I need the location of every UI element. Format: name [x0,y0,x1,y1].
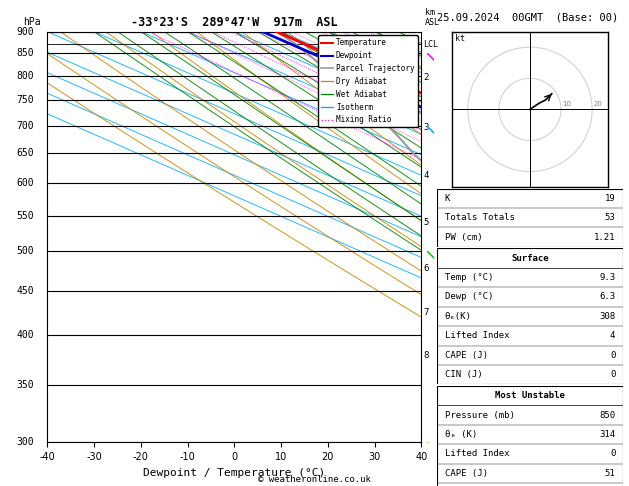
Text: 8: 8 [423,351,429,360]
Text: 7: 7 [423,309,429,317]
Text: 3: 3 [423,122,429,132]
Text: 53: 53 [604,213,615,222]
Text: 5: 5 [423,218,429,227]
Text: 51: 51 [604,469,615,478]
Text: 900: 900 [16,27,34,36]
Text: 850: 850 [16,48,34,58]
Text: Pressure (mb): Pressure (mb) [445,411,515,419]
Text: LCL: LCL [423,40,438,49]
Text: 9.3: 9.3 [599,273,615,282]
Text: 600: 600 [16,178,34,188]
Text: 700: 700 [16,121,34,131]
Text: 0: 0 [610,450,615,458]
Text: 500: 500 [16,246,34,256]
Text: 350: 350 [16,380,34,390]
Text: 20: 20 [594,101,603,107]
Text: Temp (°C): Temp (°C) [445,273,493,282]
Text: θₑ (K): θₑ (K) [445,430,477,439]
Text: Totals Totals: Totals Totals [445,213,515,222]
Text: 750: 750 [16,95,34,105]
Text: 450: 450 [16,286,34,295]
Text: 314: 314 [599,430,615,439]
Text: CAPE (J): CAPE (J) [445,469,487,478]
Text: 550: 550 [16,211,34,221]
Text: Most Unstable: Most Unstable [495,391,565,400]
Text: 0: 0 [610,370,615,379]
Text: 10: 10 [562,101,572,107]
Text: CIN (J): CIN (J) [445,370,482,379]
Text: PW (cm): PW (cm) [445,233,482,242]
Text: 2: 2 [423,73,429,83]
Text: CAPE (J): CAPE (J) [445,351,487,360]
Title: -33°23'S  289°47'W  917m  ASL: -33°23'S 289°47'W 917m ASL [131,16,338,29]
Text: © weatheronline.co.uk: © weatheronline.co.uk [258,474,371,484]
Text: 6: 6 [423,263,429,273]
Text: Dewp (°C): Dewp (°C) [445,293,493,301]
Text: kt: kt [455,34,465,43]
Text: 4: 4 [423,171,429,180]
Text: km
ASL: km ASL [425,8,440,28]
Text: 650: 650 [16,148,34,158]
Text: Lifted Index: Lifted Index [445,331,509,340]
Text: 850: 850 [599,411,615,419]
Text: Surface: Surface [511,254,548,262]
Text: 0: 0 [610,351,615,360]
Text: Lifted Index: Lifted Index [445,450,509,458]
Text: 19: 19 [604,194,615,203]
Text: 800: 800 [16,70,34,81]
X-axis label: Dewpoint / Temperature (°C): Dewpoint / Temperature (°C) [143,468,325,478]
Legend: Temperature, Dewpoint, Parcel Trajectory, Dry Adiabat, Wet Adiabat, Isotherm, Mi: Temperature, Dewpoint, Parcel Trajectory… [318,35,418,127]
Text: K: K [445,194,450,203]
Text: 400: 400 [16,330,34,340]
Text: 6.3: 6.3 [599,293,615,301]
Text: 308: 308 [599,312,615,321]
Text: 25.09.2024  00GMT  (Base: 00): 25.09.2024 00GMT (Base: 00) [437,12,618,22]
Text: hPa: hPa [23,17,40,28]
Text: θₑ(K): θₑ(K) [445,312,472,321]
Text: 4: 4 [610,331,615,340]
Text: 300: 300 [16,437,34,447]
Text: 1.21: 1.21 [594,233,615,242]
